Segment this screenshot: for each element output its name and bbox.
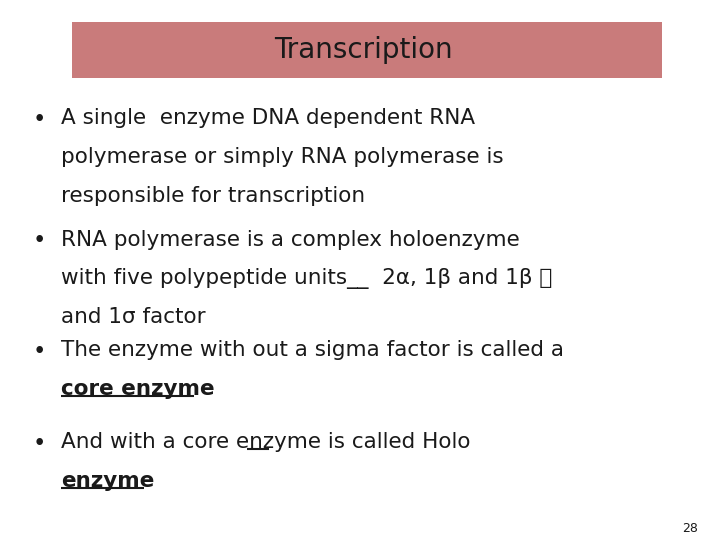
- FancyBboxPatch shape: [72, 22, 662, 78]
- Text: responsible for transcription: responsible for transcription: [61, 186, 365, 206]
- Text: •: •: [32, 108, 46, 131]
- Text: and 1σ factor: and 1σ factor: [61, 307, 206, 327]
- Text: 28: 28: [683, 522, 698, 535]
- Text: •: •: [32, 432, 46, 455]
- Text: The enzyme with out a sigma factor is called a: The enzyme with out a sigma factor is ca…: [61, 340, 564, 360]
- Text: enzyme: enzyme: [61, 471, 155, 491]
- Text: polymerase or simply RNA polymerase is: polymerase or simply RNA polymerase is: [61, 147, 504, 167]
- Text: core enzyme: core enzyme: [61, 379, 215, 399]
- Text: RNA polymerase is a complex holoenzyme: RNA polymerase is a complex holoenzyme: [61, 230, 520, 249]
- Text: And with a core enzyme is called Holo: And with a core enzyme is called Holo: [61, 432, 471, 452]
- Text: Transcription: Transcription: [274, 36, 453, 64]
- Text: •: •: [32, 340, 46, 363]
- Text: with five polypeptide units__  2α, 1β and 1β ˹: with five polypeptide units__ 2α, 1β and…: [61, 268, 552, 289]
- Text: A single  enzyme DNA dependent RNA: A single enzyme DNA dependent RNA: [61, 108, 475, 128]
- Text: •: •: [32, 230, 46, 253]
